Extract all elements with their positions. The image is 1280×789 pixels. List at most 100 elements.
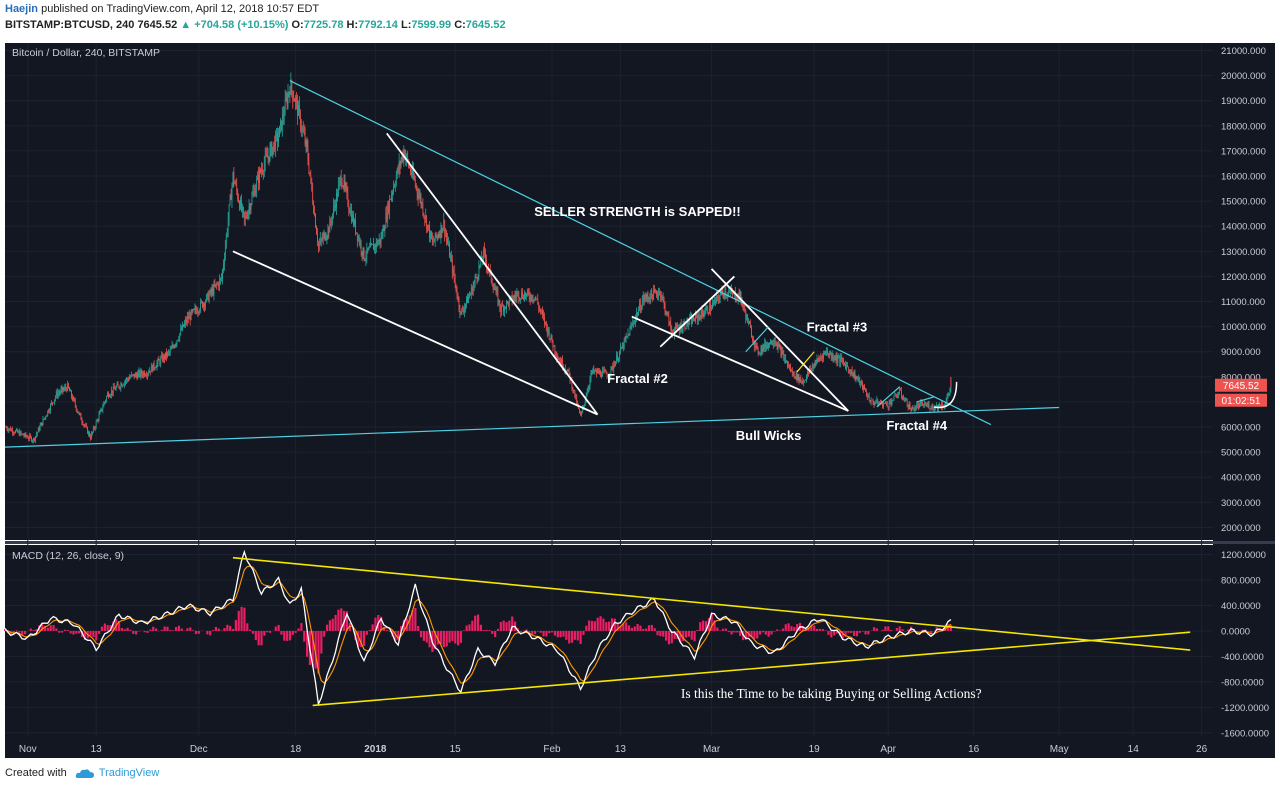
candle-body — [753, 340, 754, 342]
price-tick-label: 8000.000 — [1221, 372, 1261, 383]
candle-body — [599, 371, 600, 374]
candle-body — [840, 357, 842, 363]
candle-body — [923, 405, 924, 406]
candle-body — [626, 335, 628, 337]
histogram-bar — [100, 626, 104, 631]
candle-body — [547, 329, 549, 334]
candle-body — [631, 325, 633, 327]
trendline-cyan — [876, 386, 901, 408]
candle-body — [593, 368, 595, 372]
candle-body — [857, 378, 859, 380]
candle-body — [670, 321, 672, 329]
candle-body — [923, 403, 925, 406]
histogram-bar — [724, 628, 728, 631]
candle-body — [253, 190, 255, 193]
histogram-bar — [855, 630, 859, 637]
candle-body — [657, 294, 658, 297]
candle-body — [100, 408, 102, 412]
histogram-bar — [602, 618, 605, 631]
chart-canvas[interactable]: 21000.000 20000.000 19000.000 18000.000 1700… — [0, 38, 1280, 762]
candle-body — [640, 303, 641, 311]
candle-body — [282, 114, 284, 118]
symbol-label: BITSTAMP:BTCUSD, 240 — [5, 19, 135, 31]
candle-body — [885, 401, 886, 404]
candle-body — [858, 377, 860, 380]
histogram-bar — [362, 630, 366, 646]
candle-body — [592, 368, 594, 372]
candle-body — [867, 395, 869, 398]
candle-body — [103, 403, 105, 408]
histogram-bar — [727, 630, 730, 633]
candle-body — [148, 372, 149, 374]
candle-body — [782, 350, 784, 353]
candle-body — [35, 436, 36, 441]
candle-body — [883, 403, 884, 407]
histogram-bar — [898, 626, 901, 631]
time-tick-label: 13 — [91, 744, 103, 755]
tradingview-logo[interactable]: TradingView — [75, 767, 159, 779]
histogram-bar — [696, 630, 699, 631]
bounce-arc — [933, 381, 958, 409]
candle-body — [496, 289, 498, 292]
candle-body — [274, 141, 276, 151]
candle-body — [691, 316, 692, 324]
candle-body — [130, 374, 132, 377]
candle-body — [465, 303, 466, 308]
candle-body — [490, 270, 492, 281]
candle-body — [522, 292, 523, 298]
candle-body — [530, 295, 532, 300]
histogram-bar — [434, 630, 437, 649]
candle-body — [836, 355, 838, 362]
candle-body — [91, 433, 92, 439]
candle-body — [878, 402, 880, 405]
candle-body — [92, 431, 93, 434]
candle-body — [854, 372, 856, 380]
histogram-bar — [303, 630, 306, 642]
candle-body — [340, 176, 342, 184]
author-link[interactable]: Haejin — [5, 3, 39, 15]
candle-body — [402, 155, 404, 160]
candle-body — [254, 190, 256, 196]
histogram-bar — [719, 630, 722, 631]
candle-body — [939, 404, 940, 407]
candle-body — [647, 296, 649, 300]
candle-body — [637, 313, 638, 316]
candle-body — [230, 195, 232, 200]
candle-body — [23, 435, 25, 436]
candle-body — [452, 269, 454, 274]
candle-body — [835, 355, 837, 360]
histogram-bar — [494, 630, 497, 638]
candle-body — [740, 291, 742, 300]
candle-body — [99, 411, 101, 415]
candle-body — [92, 427, 94, 432]
candle-body — [366, 247, 368, 257]
histogram-bar — [605, 622, 608, 631]
candle-body — [14, 432, 15, 434]
candle-body — [277, 133, 278, 142]
candle-body — [85, 425, 87, 427]
candle-body — [40, 422, 42, 426]
candle-body — [371, 243, 372, 245]
candle-body — [700, 310, 702, 320]
candle-body — [9, 428, 11, 430]
candle-body — [437, 235, 439, 237]
candle-body — [925, 404, 927, 406]
candle-body — [821, 356, 823, 358]
candle-body — [317, 234, 318, 243]
candle-body — [151, 365, 153, 372]
candle-body — [477, 276, 479, 279]
histogram-bar — [864, 630, 867, 635]
candle-body — [377, 241, 379, 246]
histogram-bar — [360, 630, 363, 648]
histogram-bar — [35, 629, 38, 631]
candle-body — [622, 344, 624, 349]
candle-body — [281, 114, 283, 130]
candle-body — [620, 347, 621, 352]
histogram-bar — [417, 625, 420, 631]
candle-body — [470, 287, 472, 294]
candle-body — [493, 288, 495, 290]
histogram-bar — [18, 630, 21, 633]
candle-body — [933, 408, 935, 410]
candle-body — [904, 399, 906, 401]
candle-body — [236, 183, 238, 191]
